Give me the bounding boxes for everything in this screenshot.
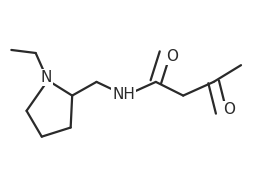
Text: N: N xyxy=(41,70,52,85)
Text: NH: NH xyxy=(113,87,135,101)
Text: O: O xyxy=(223,102,235,117)
Text: O: O xyxy=(166,49,179,64)
